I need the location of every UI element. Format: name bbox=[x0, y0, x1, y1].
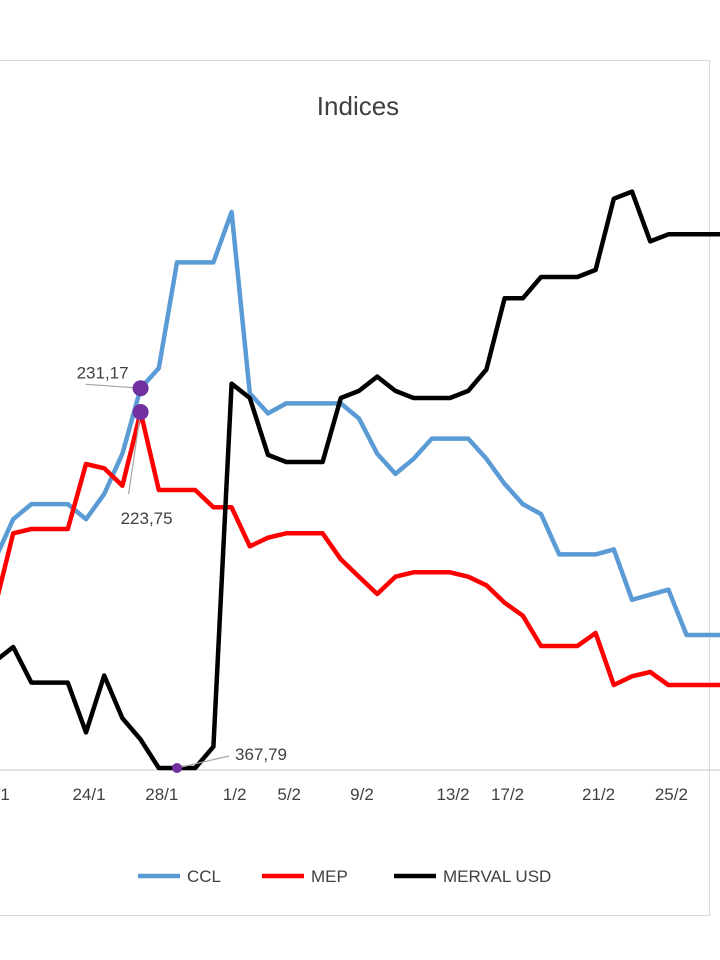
x-tick-label: 0/1 bbox=[0, 785, 10, 804]
annotation-layer: 231,17 223,75 367,79 bbox=[77, 363, 287, 773]
x-tick-label: 13/2 bbox=[436, 785, 469, 804]
annotation-label: 231,17 bbox=[77, 363, 129, 382]
annotation-marker bbox=[132, 380, 149, 397]
annotation-leader bbox=[128, 411, 142, 495]
legend: CCL MEP MERVAL USD bbox=[138, 867, 551, 886]
annotation-leader bbox=[85, 383, 141, 389]
x-tick-label: 25/2 bbox=[655, 785, 688, 804]
x-tick-label: 24/1 bbox=[72, 785, 105, 804]
x-tick-layer: 0/1 24/1 28/1 1/2 5/2 9/2 13/2 17/2 21/2 25/2 bbox=[0, 785, 688, 804]
series-line-ccl bbox=[0, 209, 720, 638]
annotation-leader bbox=[176, 755, 230, 769]
x-tick-label: 17/2 bbox=[491, 785, 524, 804]
x-tick-label: 1/2 bbox=[223, 785, 247, 804]
legend-label: MERVAL USD bbox=[443, 867, 551, 886]
chart-frame bbox=[0, 60, 710, 916]
legend-label: MEP bbox=[311, 867, 348, 886]
x-tick-label: 5/2 bbox=[277, 785, 301, 804]
series-layer bbox=[0, 189, 720, 771]
annotation-marker bbox=[132, 404, 149, 420]
annotation-label: 367,79 bbox=[235, 745, 287, 764]
x-tick-label: 28/1 bbox=[145, 785, 178, 804]
x-tick-label: 21/2 bbox=[582, 785, 615, 804]
series-line-merval-usd bbox=[0, 189, 720, 771]
series-line-mep bbox=[0, 409, 720, 688]
x-tick-label: 9/2 bbox=[350, 785, 374, 804]
annotation-label: 223,75 bbox=[121, 509, 173, 528]
chart-title: Indices bbox=[317, 91, 399, 121]
legend-label: CCL bbox=[187, 867, 221, 886]
annotation-marker bbox=[172, 763, 182, 773]
